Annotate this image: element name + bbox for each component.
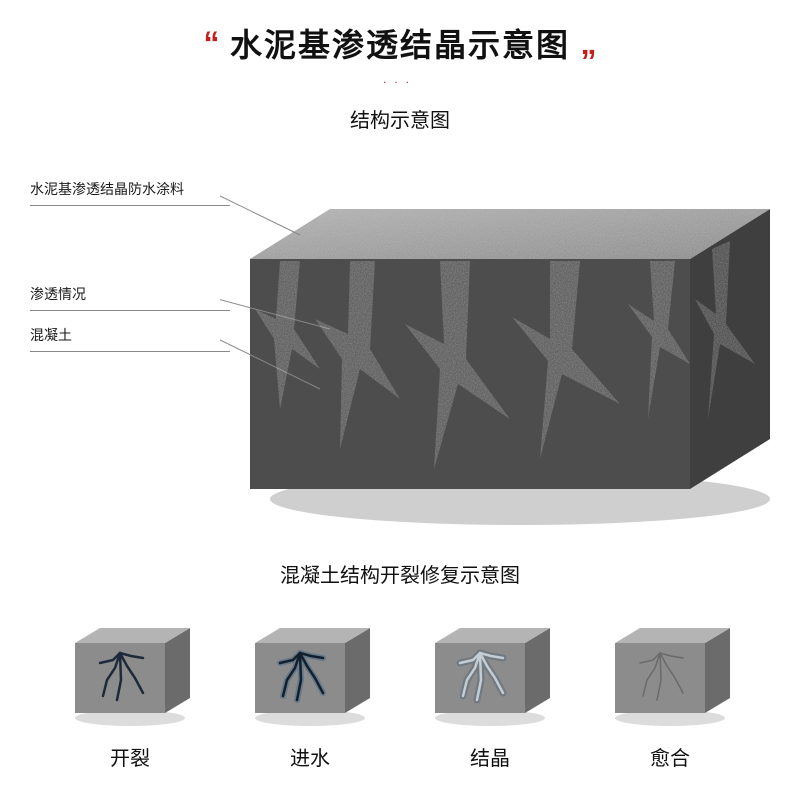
label-rule — [30, 205, 230, 206]
main-title: 水泥基渗透结晶示意图 — [224, 20, 576, 66]
leader-line — [220, 191, 300, 235]
cube-caption: 开裂 — [110, 742, 150, 771]
cube-svg-2 — [425, 608, 555, 728]
cube-item: 结晶 — [415, 608, 565, 771]
label-column: 水泥基渗透结晶防水涂料 渗透情况 混凝土 — [30, 179, 230, 366]
cube-svg-1 — [245, 608, 375, 728]
label-concrete: 混凝土 — [30, 325, 230, 345]
cube-caption: 结晶 — [470, 742, 510, 771]
cube-caption: 愈合 — [650, 742, 690, 771]
block-top-texture — [250, 209, 770, 259]
title-dots: ... — [0, 72, 800, 86]
main-block-svg — [220, 149, 780, 529]
cube-row: 开裂 进水 — [0, 588, 800, 771]
label-penetration: 渗透情况 — [30, 284, 230, 304]
label-rule — [30, 310, 230, 311]
cube-svg-0 — [65, 608, 195, 728]
cube-item: 开裂 — [55, 608, 205, 771]
cube-item: 进水 — [235, 608, 385, 771]
quote-right: „ — [580, 25, 596, 62]
label-coating: 水泥基渗透结晶防水涂料 — [30, 179, 230, 199]
quote-left: “ — [204, 25, 220, 62]
cube-svg-3 — [605, 608, 735, 728]
title-row: “ 水泥基渗透结晶示意图 „ — [0, 0, 800, 66]
subtitle-repair: 混凝土结构开裂修复示意图 — [0, 559, 800, 588]
label-rule — [30, 351, 230, 352]
subtitle-structure: 结构示意图 — [0, 104, 800, 133]
main-diagram: 水泥基渗透结晶防水涂料 渗透情况 混凝土 — [0, 139, 800, 539]
cube-caption: 进水 — [290, 742, 330, 771]
cube-item: 愈合 — [595, 608, 745, 771]
